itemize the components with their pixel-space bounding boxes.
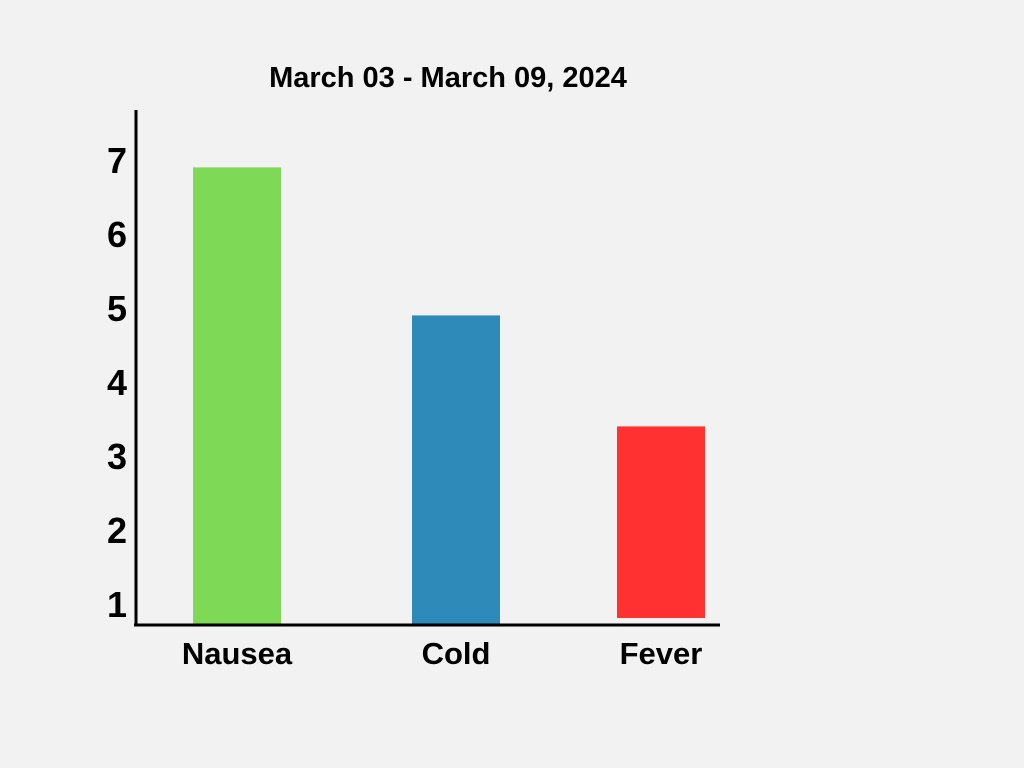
- y-tick-label: 5: [107, 288, 127, 329]
- y-tick-labels: 1 2 3 4 5 6 7: [107, 140, 127, 625]
- bar-nausea: [193, 167, 281, 625]
- x-category-label: Fever: [620, 636, 703, 671]
- y-tick-label: 1: [107, 584, 127, 625]
- bar-cold: [412, 315, 500, 625]
- y-tick-label: 2: [107, 510, 127, 551]
- y-tick-label: 6: [107, 214, 127, 255]
- y-tick-label: 7: [107, 140, 127, 181]
- x-category-label: Cold: [422, 636, 491, 671]
- bars-group: [193, 167, 705, 625]
- y-tick-label: 4: [107, 362, 127, 403]
- bar-fever: [617, 426, 705, 618]
- x-category-labels: Nausea Cold Fever: [182, 636, 703, 671]
- chart-title: March 03 - March 09, 2024: [269, 62, 627, 94]
- x-category-label: Nausea: [182, 636, 293, 671]
- y-tick-label: 3: [107, 436, 127, 477]
